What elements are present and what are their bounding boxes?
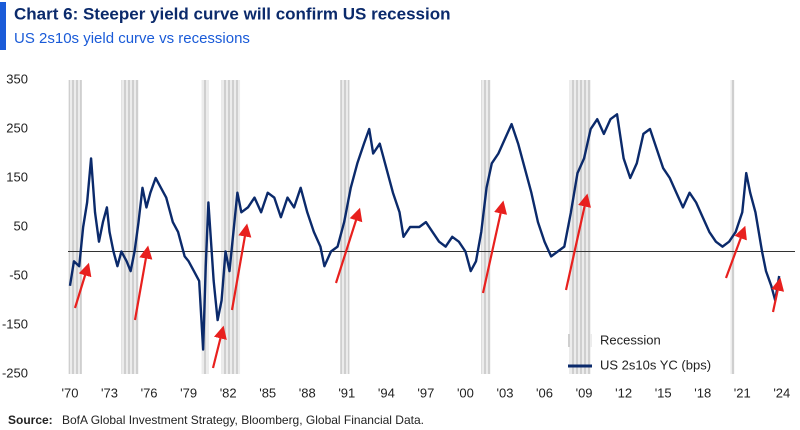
arrow (771, 277, 785, 313)
recession-band (340, 80, 350, 374)
arrow (211, 325, 227, 369)
arrow (564, 193, 592, 291)
series-line (68, 113, 781, 351)
recession-band (730, 80, 735, 374)
recession-band (68, 80, 82, 374)
x-tick-label: '21 (734, 385, 751, 400)
title-bar (0, 2, 6, 50)
recession-band (201, 80, 209, 374)
recession-band (221, 80, 241, 374)
arrow (133, 245, 153, 321)
x-tick-label: '09 (576, 385, 593, 400)
annotation-arrows (73, 193, 785, 369)
axes: -250 -150 -50 50 150 250 350 '70 '73 '76 '79 '82 '85… (2, 71, 795, 400)
arrow (481, 200, 508, 294)
recession-band (481, 80, 491, 374)
source-label: Source: (8, 413, 53, 427)
recession-band (121, 80, 139, 374)
arrow (334, 207, 363, 284)
legend-label: Recession (600, 332, 661, 347)
x-tick-label: '73 (101, 385, 118, 400)
x-tick-label: '76 (141, 385, 158, 400)
y-tick-label: 250 (6, 120, 28, 135)
x-tick-label: '24 (773, 385, 790, 400)
chart-subtitle: US 2s10s yield curve vs recessions (14, 30, 250, 47)
arrow (73, 262, 92, 309)
x-tick-label: '03 (497, 385, 514, 400)
source: BofA Global Investment Strategy, Bloombe… (62, 413, 424, 427)
y-tick-label: -50 (9, 267, 28, 282)
x-tick-label: '15 (655, 385, 672, 400)
x-tick-label: '18 (694, 385, 711, 400)
y-tick-label: 350 (6, 71, 28, 86)
chart-title: Chart 6: Steeper yield curve will confir… (14, 4, 451, 23)
x-tick-label: '82 (220, 385, 237, 400)
legend-swatch (568, 334, 592, 347)
lines (68, 113, 781, 351)
y-tick-label: -150 (2, 316, 28, 331)
y-tick-label: -250 (2, 365, 28, 380)
legend-label: US 2s10s YC (bps) (600, 357, 711, 372)
x-tick-label: '85 (259, 385, 276, 400)
x-tick-label: '79 (180, 385, 197, 400)
y-tick-label: 50 (14, 218, 28, 233)
x-tick-label: '91 (338, 385, 355, 400)
x-tick-label: '12 (615, 385, 632, 400)
arrow (724, 225, 747, 279)
x-tick-label: '94 (378, 385, 395, 400)
x-tick-label: '00 (457, 385, 474, 400)
x-tick-label: '70 (62, 385, 79, 400)
x-tick-label: '97 (417, 385, 434, 400)
y-tick-label: 150 (6, 169, 28, 184)
legend: Recession US 2s10s YC (bps) (568, 332, 711, 372)
x-tick-label: '06 (536, 385, 553, 400)
x-tick-label: '88 (299, 385, 316, 400)
arrow (230, 223, 252, 311)
